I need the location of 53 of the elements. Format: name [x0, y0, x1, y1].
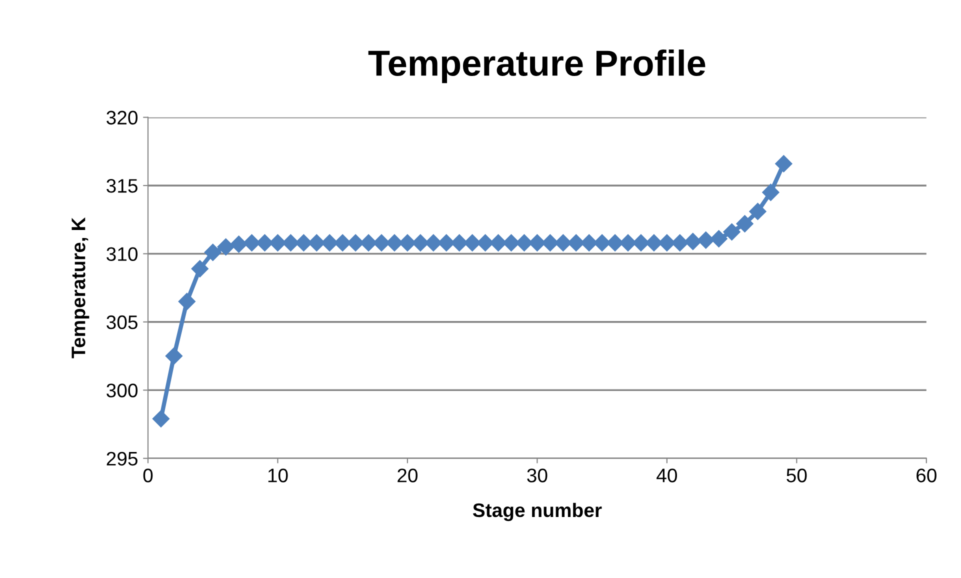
y-tick-label: 305 [106, 315, 138, 330]
point [516, 234, 533, 252]
point [723, 223, 740, 240]
y-tick-label: 315 [106, 179, 138, 193]
point [165, 347, 182, 365]
point [580, 234, 598, 252]
point [191, 260, 208, 278]
point [438, 234, 455, 252]
point [671, 234, 688, 252]
chart-title: Temperature Profile [368, 50, 706, 84]
y-tick-label: 310 [106, 247, 138, 261]
x-axis-title: Stage number [472, 502, 602, 522]
point [450, 234, 468, 252]
point [424, 234, 442, 252]
point [295, 234, 312, 252]
point [269, 234, 286, 252]
point [464, 234, 481, 252]
x-tick-label: 10 [268, 468, 288, 482]
point [152, 410, 170, 428]
point [554, 234, 572, 252]
point [684, 232, 702, 250]
point [528, 234, 546, 252]
point [697, 232, 714, 249]
x-tick-label: 50 [786, 468, 807, 482]
x-tick-label: 0 [143, 468, 153, 482]
y-tick-label: 320 [106, 110, 138, 125]
x-tick-label: 20 [398, 468, 418, 482]
point [762, 184, 780, 201]
point [321, 234, 338, 252]
point [230, 236, 248, 253]
point [178, 292, 196, 310]
point [308, 234, 326, 252]
point [568, 234, 585, 252]
y-axis-title: Temperature, K [72, 217, 90, 358]
point [710, 230, 728, 248]
point [775, 155, 792, 172]
y-tick-label: 300 [106, 384, 138, 398]
x-tick-label: 40 [656, 468, 677, 482]
point [334, 234, 352, 252]
point [542, 234, 559, 252]
point [502, 234, 520, 252]
point [476, 234, 494, 252]
point [217, 238, 234, 256]
point [749, 202, 766, 220]
point [256, 234, 274, 252]
point [243, 234, 260, 252]
point [490, 234, 507, 252]
point [736, 215, 754, 232]
point [204, 244, 222, 261]
x-tick-label: 60 [916, 468, 936, 482]
point [282, 234, 300, 252]
y-tick-label: 295 [106, 452, 138, 466]
x-tick-label: 30 [527, 468, 548, 482]
